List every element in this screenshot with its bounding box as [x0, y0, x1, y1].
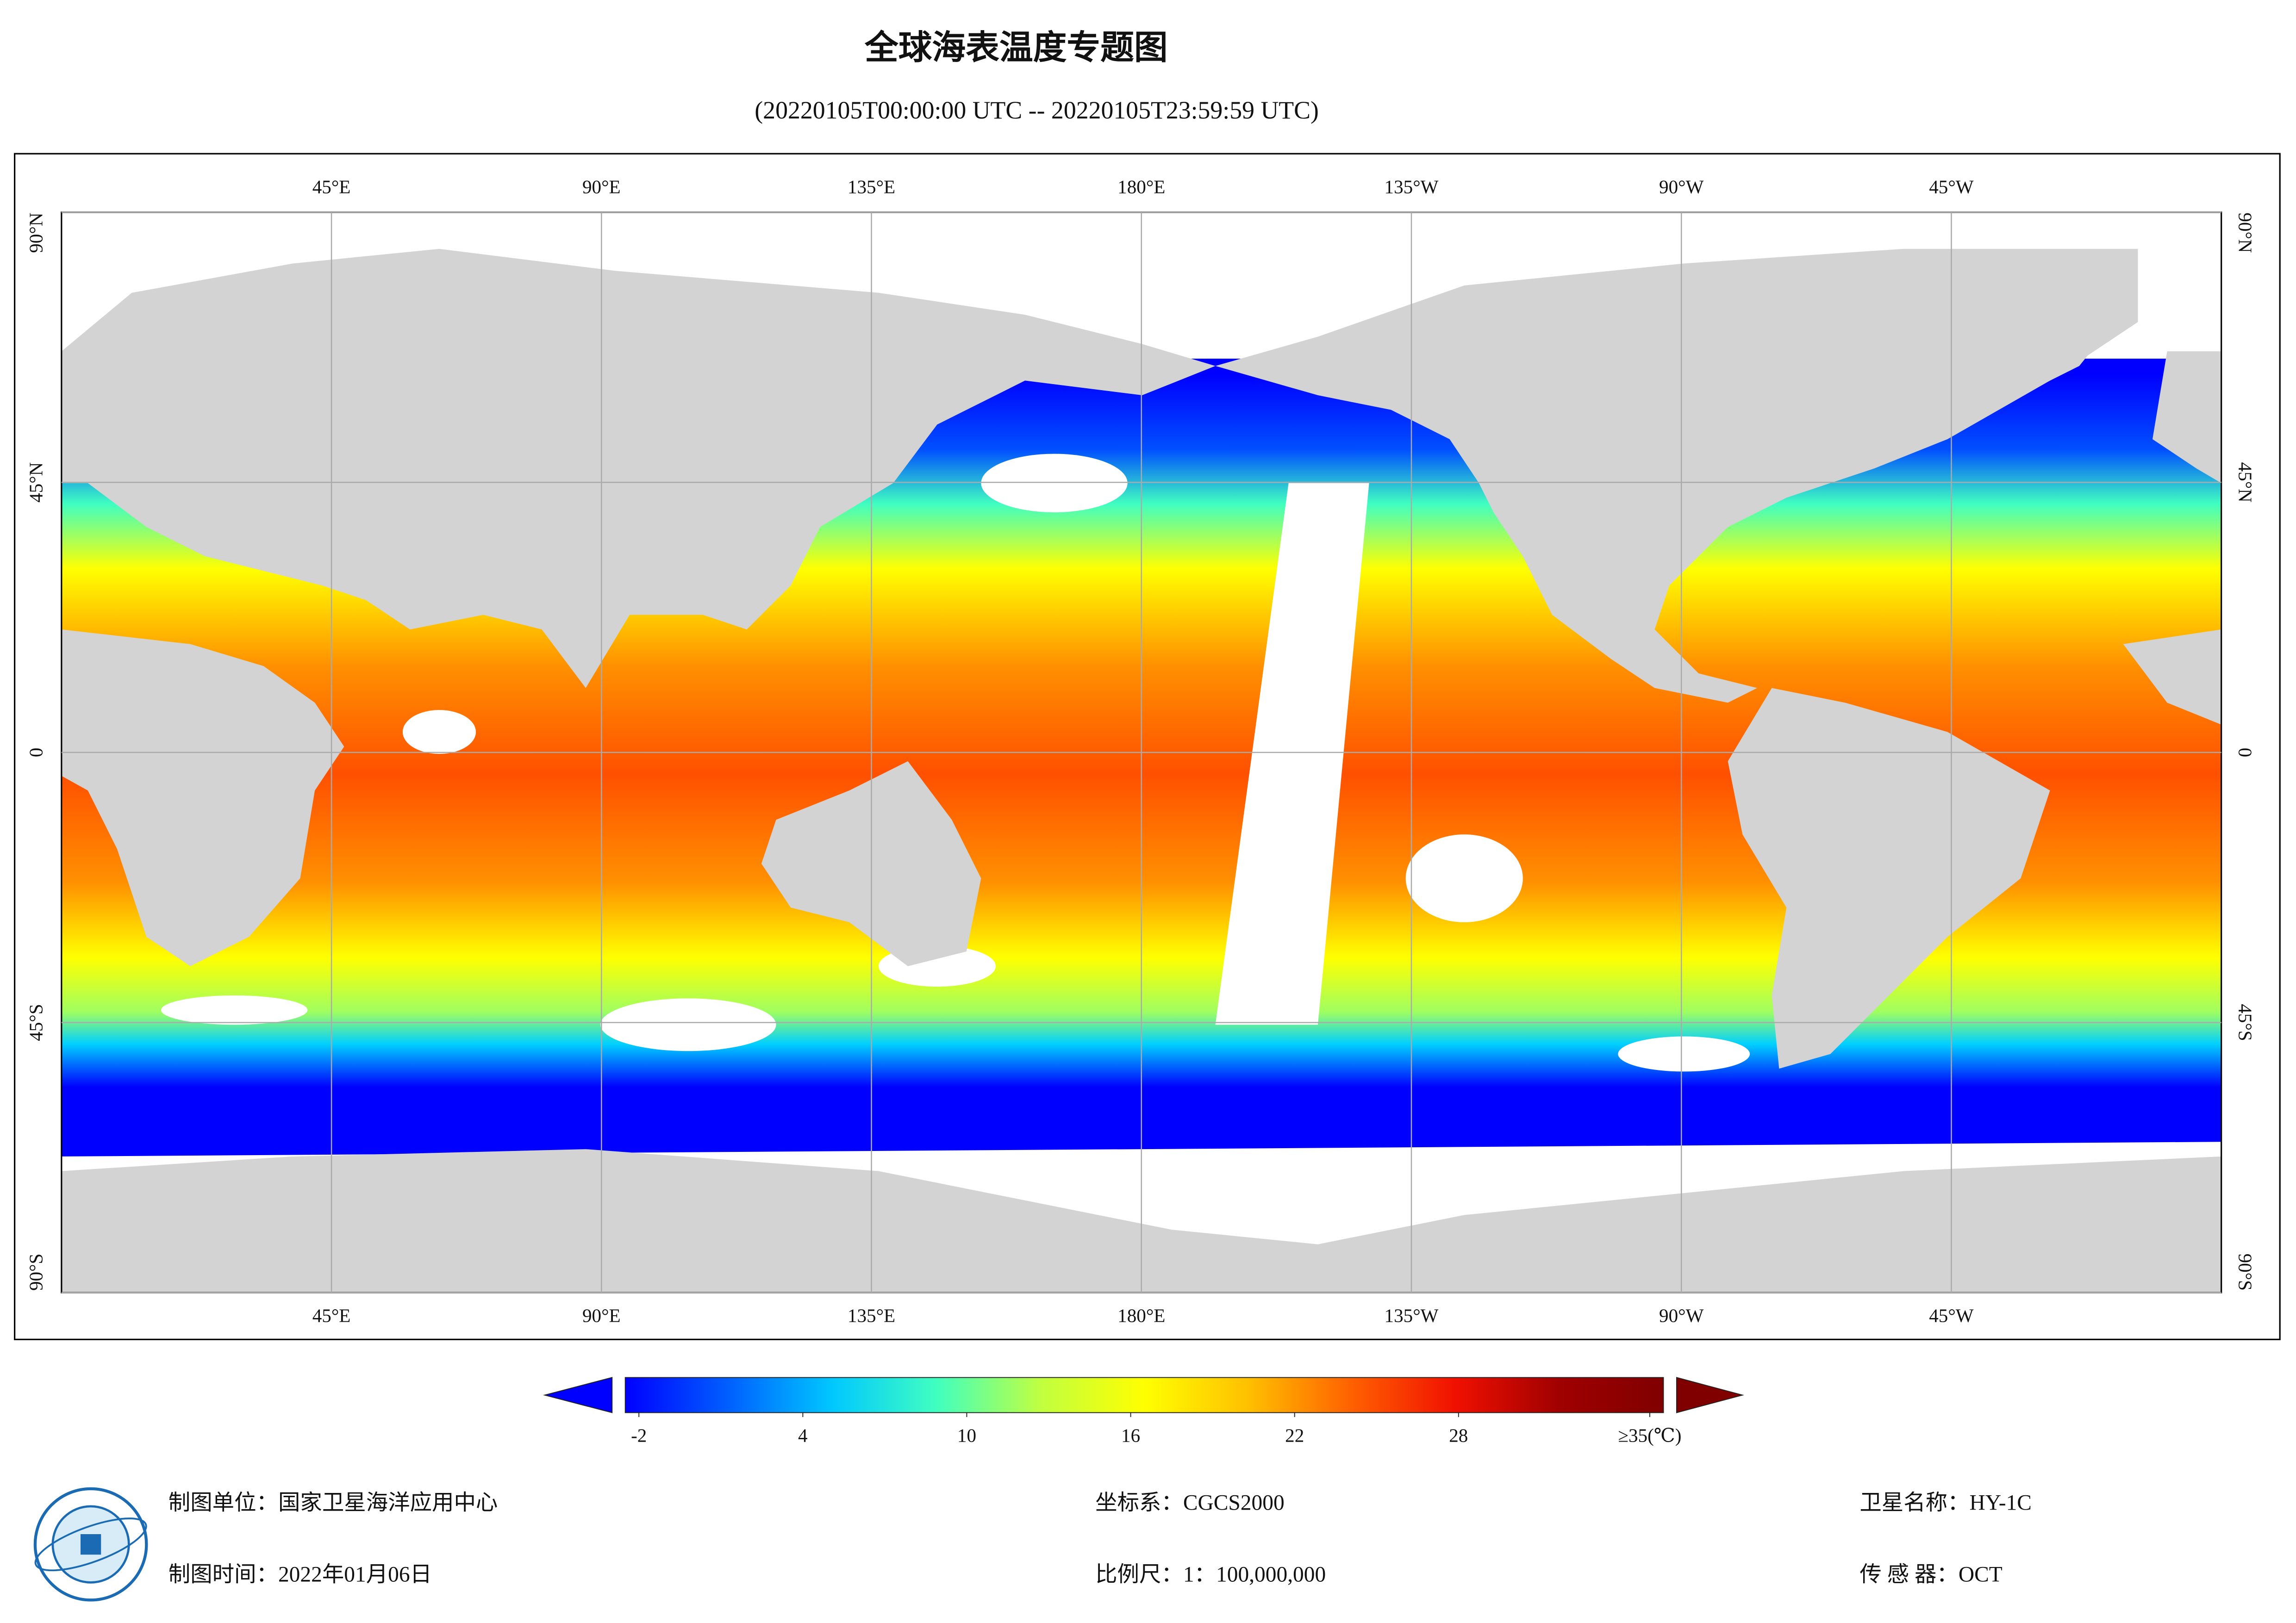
colorbar-tick-label: 10 [957, 1425, 976, 1446]
colorbar [624, 1377, 1664, 1413]
lon-label-bottom: 90°E [582, 1305, 621, 1326]
footer-sensor: 传 感 器：OCT [1859, 1563, 2002, 1587]
colorbar-tick-label: 4 [798, 1425, 808, 1446]
footer-satellite: 卫星名称：HY-1C [1859, 1491, 2032, 1515]
lon-label-bottom: 45°W [1929, 1305, 1974, 1326]
colorbar-tick-label: 28 [1449, 1425, 1468, 1446]
title: 全球海表温度专题图 [864, 28, 1168, 68]
subtitle: (20220105T00:00:00 UTC -- 20220105T23:59… [755, 96, 1319, 124]
lon-label-bottom: 45°E [312, 1305, 351, 1326]
lon-label-top: 135°W [1385, 176, 1439, 197]
footer-unit: 制图单位：国家卫星海洋应用中心 [168, 1491, 498, 1515]
colorbar-ticks: -2 4 10 16 22 28 ≥35(℃) [631, 1412, 1681, 1447]
lon-label-top: 45°E [312, 176, 351, 197]
colorbar-tick-label: 16 [1121, 1425, 1140, 1446]
lat-label-right: 0 [2235, 748, 2256, 758]
lat-label-left: 90°N [25, 212, 47, 253]
colorbar-over-arrow [1676, 1377, 1744, 1413]
lat-label-right: 45°N [2235, 462, 2256, 503]
colorbar-tick-label: -2 [631, 1425, 647, 1446]
colorbar-under-arrow [543, 1377, 613, 1413]
lon-label-top: 90°W [1659, 176, 1704, 197]
colorbar-tick-label: ≥35(℃) [1618, 1425, 1681, 1447]
lat-label-right: 90°N [2235, 212, 2256, 253]
lat-label-left: 45°S [25, 1004, 47, 1041]
lon-label-bottom: 180°E [1117, 1305, 1165, 1326]
footer-scale: 比例尺：1：100,000,000 [1095, 1563, 1326, 1587]
lon-label-bottom: 90°W [1659, 1305, 1704, 1326]
lat-label-right: 45°S [2235, 1004, 2256, 1041]
footer-crs: 坐标系：CGCS2000 [1095, 1491, 1285, 1515]
lon-label-bottom: 135°W [1385, 1305, 1439, 1326]
lon-label-top: 90°E [582, 176, 621, 197]
lon-label-top: 135°E [848, 176, 895, 197]
logo [33, 1487, 148, 1602]
outer-frame [14, 153, 2281, 1340]
lon-label-bottom: 135°E [848, 1305, 895, 1326]
lat-label-left: 0 [25, 748, 47, 758]
graticule: 45°E 45°E 90°E 90°E 135°E 135°E 180°E 180°E 135°… [25, 176, 2256, 1326]
lon-label-top: 45°W [1929, 176, 1974, 197]
lat-label-left: 90°S [25, 1254, 47, 1291]
lon-label-top: 180°E [1117, 176, 1165, 197]
lat-label-left: 45°N [25, 462, 47, 503]
lat-label-right: 90°S [2235, 1254, 2256, 1291]
footer-date: 制图时间：2022年01月06日 [168, 1563, 432, 1587]
colorbar-tick-label: 22 [1285, 1425, 1304, 1446]
